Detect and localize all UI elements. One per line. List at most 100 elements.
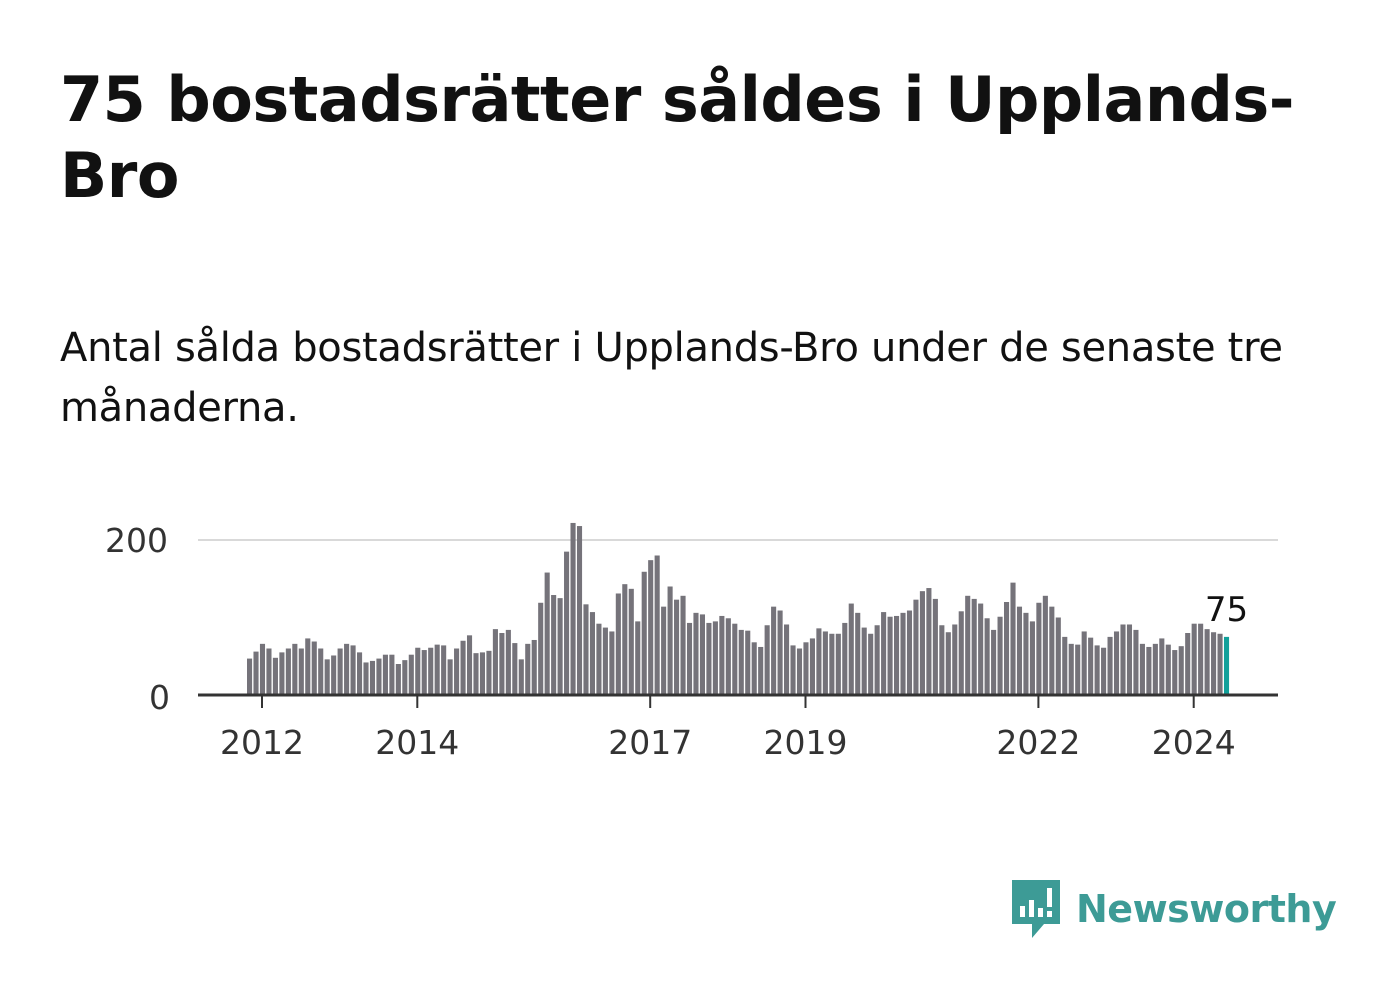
bar [331,655,337,695]
bar [1139,643,1145,695]
x-tick-label: 2012 [220,723,304,762]
bar [402,660,408,696]
bar [997,616,1003,696]
bar [913,599,919,695]
x-tick-label: 2019 [764,723,848,762]
bar [764,625,770,695]
bar [538,602,544,695]
bar [674,599,680,695]
chart-subtitle: Antal sålda bostadsrätter i Upplands-Bro… [60,325,1283,431]
bar [454,648,460,695]
bar [952,624,958,696]
bar [965,595,971,695]
bar [441,645,447,695]
bar [680,595,686,695]
bar [344,643,350,695]
bar [751,642,757,695]
bar [1217,633,1223,695]
bar [305,638,311,695]
bar [1010,582,1016,696]
bar [1068,643,1074,695]
bar [272,657,278,695]
bar [376,658,382,696]
bar [1088,637,1094,695]
bar [1023,612,1029,695]
bar [583,604,589,695]
bar [693,612,699,695]
bar [544,572,550,695]
bar [499,633,505,695]
bar [829,633,835,695]
bar [1113,631,1120,695]
bar [622,584,628,695]
bar [570,522,576,695]
bar [473,653,479,695]
bar [1159,638,1165,695]
x-tick-label: 2024 [1152,723,1236,762]
bar [958,611,964,695]
bar [298,648,304,695]
bar [596,623,602,695]
bar [1075,644,1081,696]
bar [1198,623,1204,695]
bar [738,629,744,695]
bar [1081,631,1087,695]
bar [661,606,667,695]
bar [408,654,414,695]
bar [1049,606,1055,695]
bar [919,591,925,695]
bar [1094,645,1100,695]
bar [719,615,725,695]
bar [712,621,718,696]
bar [758,646,764,695]
bar [926,588,932,695]
bar [525,643,531,695]
bar [421,650,427,695]
bar [395,664,401,695]
last-value-label: 75 [1205,590,1248,630]
bar [939,625,945,695]
bar [1204,629,1210,696]
bar [816,628,822,695]
bar [984,618,990,695]
bar [1016,606,1023,695]
bar [311,641,317,695]
bar [279,652,285,696]
bar [635,621,641,696]
bar [247,658,253,696]
bar [460,640,466,695]
bar [512,643,518,696]
bar [971,598,977,695]
bar [589,612,596,695]
bar [428,647,434,695]
newsworthy-logo-icon [1012,880,1060,938]
bar [389,654,395,695]
bar [894,615,900,695]
brand-logo: Newsworthy [1010,876,1337,942]
bar [266,648,272,695]
bar [356,652,363,696]
bar [1211,632,1217,695]
bar [777,610,783,695]
bar [932,598,938,695]
bar [486,650,492,696]
bar [745,630,751,695]
bar [602,627,608,695]
bar [564,551,570,696]
bar [1178,646,1184,695]
bar [505,629,511,695]
bar [609,631,615,695]
bar [551,595,557,695]
bar [803,642,809,695]
bar [1185,633,1191,695]
bar [887,616,893,696]
bar [628,588,634,695]
bar [881,612,887,695]
bar [1146,646,1152,695]
x-tick-label: 2014 [375,723,459,762]
bar [641,571,647,695]
bar [1036,602,1042,695]
bar [784,624,790,696]
bar [654,555,660,695]
